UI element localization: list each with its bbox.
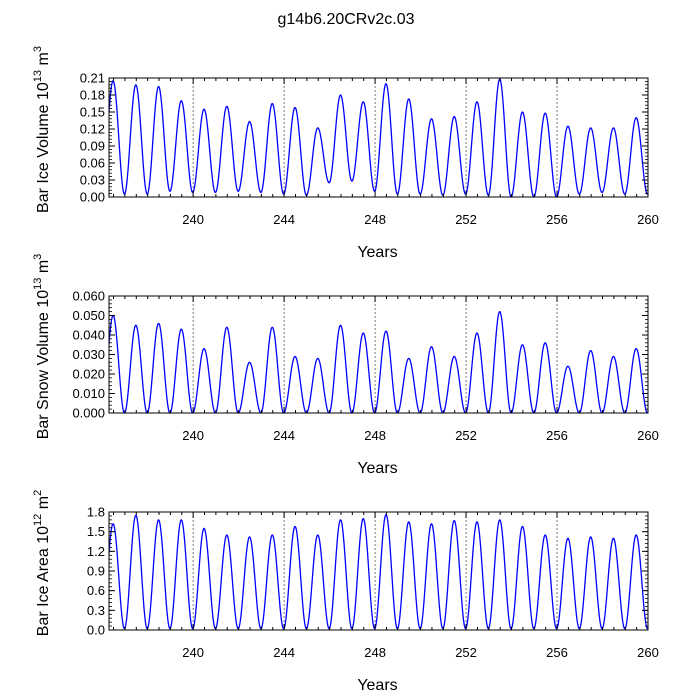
x-tick-label: 260 (637, 212, 659, 227)
y-tick-label: 0.020 (72, 367, 105, 382)
x-axis-label: Years (357, 677, 397, 692)
y-tick-label: 1.5 (87, 524, 105, 539)
x-tick-label: 244 (273, 645, 295, 660)
x-tick-label: 240 (182, 212, 204, 227)
y-tick-label: 0.03 (80, 173, 105, 188)
y-tick-label: 0.060 (72, 289, 105, 304)
panel-2: 240 244 248 252 256 260 0.000 0.010 0.020 0.030 0.… (32, 254, 659, 477)
y-tick-label: 0.040 (72, 328, 105, 343)
x-tick-label: 260 (637, 428, 659, 443)
x-tick-label: 244 (273, 428, 295, 443)
y-tick-label: 0.030 (72, 347, 105, 362)
x-tick-label: 252 (455, 645, 477, 660)
y-tick-label: 0.15 (80, 105, 105, 120)
x-axis-label: Years (357, 244, 397, 261)
figure-title: g14b6.20CRv2c.03 (278, 11, 415, 28)
y-tick-label: 0.6 (87, 583, 105, 598)
y-tick-label: 0.06 (80, 156, 105, 171)
y-axis-label: Bar Ice Area 1012 m2 (32, 490, 52, 636)
x-tick-label: 248 (364, 645, 386, 660)
y-axis-label: Bar Ice Volume 1013 m3 (32, 46, 52, 213)
x-tick-label: 260 (637, 645, 659, 660)
y-tick-label: 0.0 (87, 623, 105, 638)
x-tick-label: 256 (546, 428, 568, 443)
x-tick-label: 244 (273, 212, 295, 227)
y-tick-label: 0.09 (80, 139, 105, 154)
x-tick-label: 240 (182, 645, 204, 660)
x-axis-label: Years (357, 460, 397, 477)
panel-1: 240 244 248 252 256 260 0.00 0.03 0.06 0.09 0.12 0.… (32, 46, 659, 261)
x-tick-label: 256 (546, 212, 568, 227)
data-series-line (108, 514, 648, 630)
data-series-line (108, 311, 648, 414)
x-tick-label: 252 (455, 212, 477, 227)
y-tick-label: 0.000 (72, 406, 105, 421)
y-tick-label: 0.050 (72, 308, 105, 323)
y-tick-label: 0.12 (80, 122, 105, 137)
y-axis-label: Bar Snow Volume 1013 m3 (32, 254, 52, 440)
y-tick-label: 0.010 (72, 386, 105, 401)
x-tick-label: 248 (364, 212, 386, 227)
y-tick-label: 0.9 (87, 564, 105, 579)
data-series-line (108, 78, 648, 198)
x-tick-label: 248 (364, 428, 386, 443)
y-tick-label: 0.18 (80, 88, 105, 103)
y-tick-label: 0.3 (87, 603, 105, 618)
panel-3: 240 244 248 252 256 260 0.0 0.3 0.6 0.9 1.2 1.5 1.8 Y… (32, 490, 659, 692)
y-tick-label: 0.21 (80, 71, 105, 86)
y-tick-label: 1.2 (87, 544, 105, 559)
x-tick-label: 252 (455, 428, 477, 443)
plot-frame (108, 77, 649, 198)
y-tick-label: 1.8 (87, 505, 105, 520)
x-tick-label: 240 (182, 428, 204, 443)
y-tick-label: 0.00 (80, 190, 105, 205)
x-tick-label: 256 (546, 645, 568, 660)
